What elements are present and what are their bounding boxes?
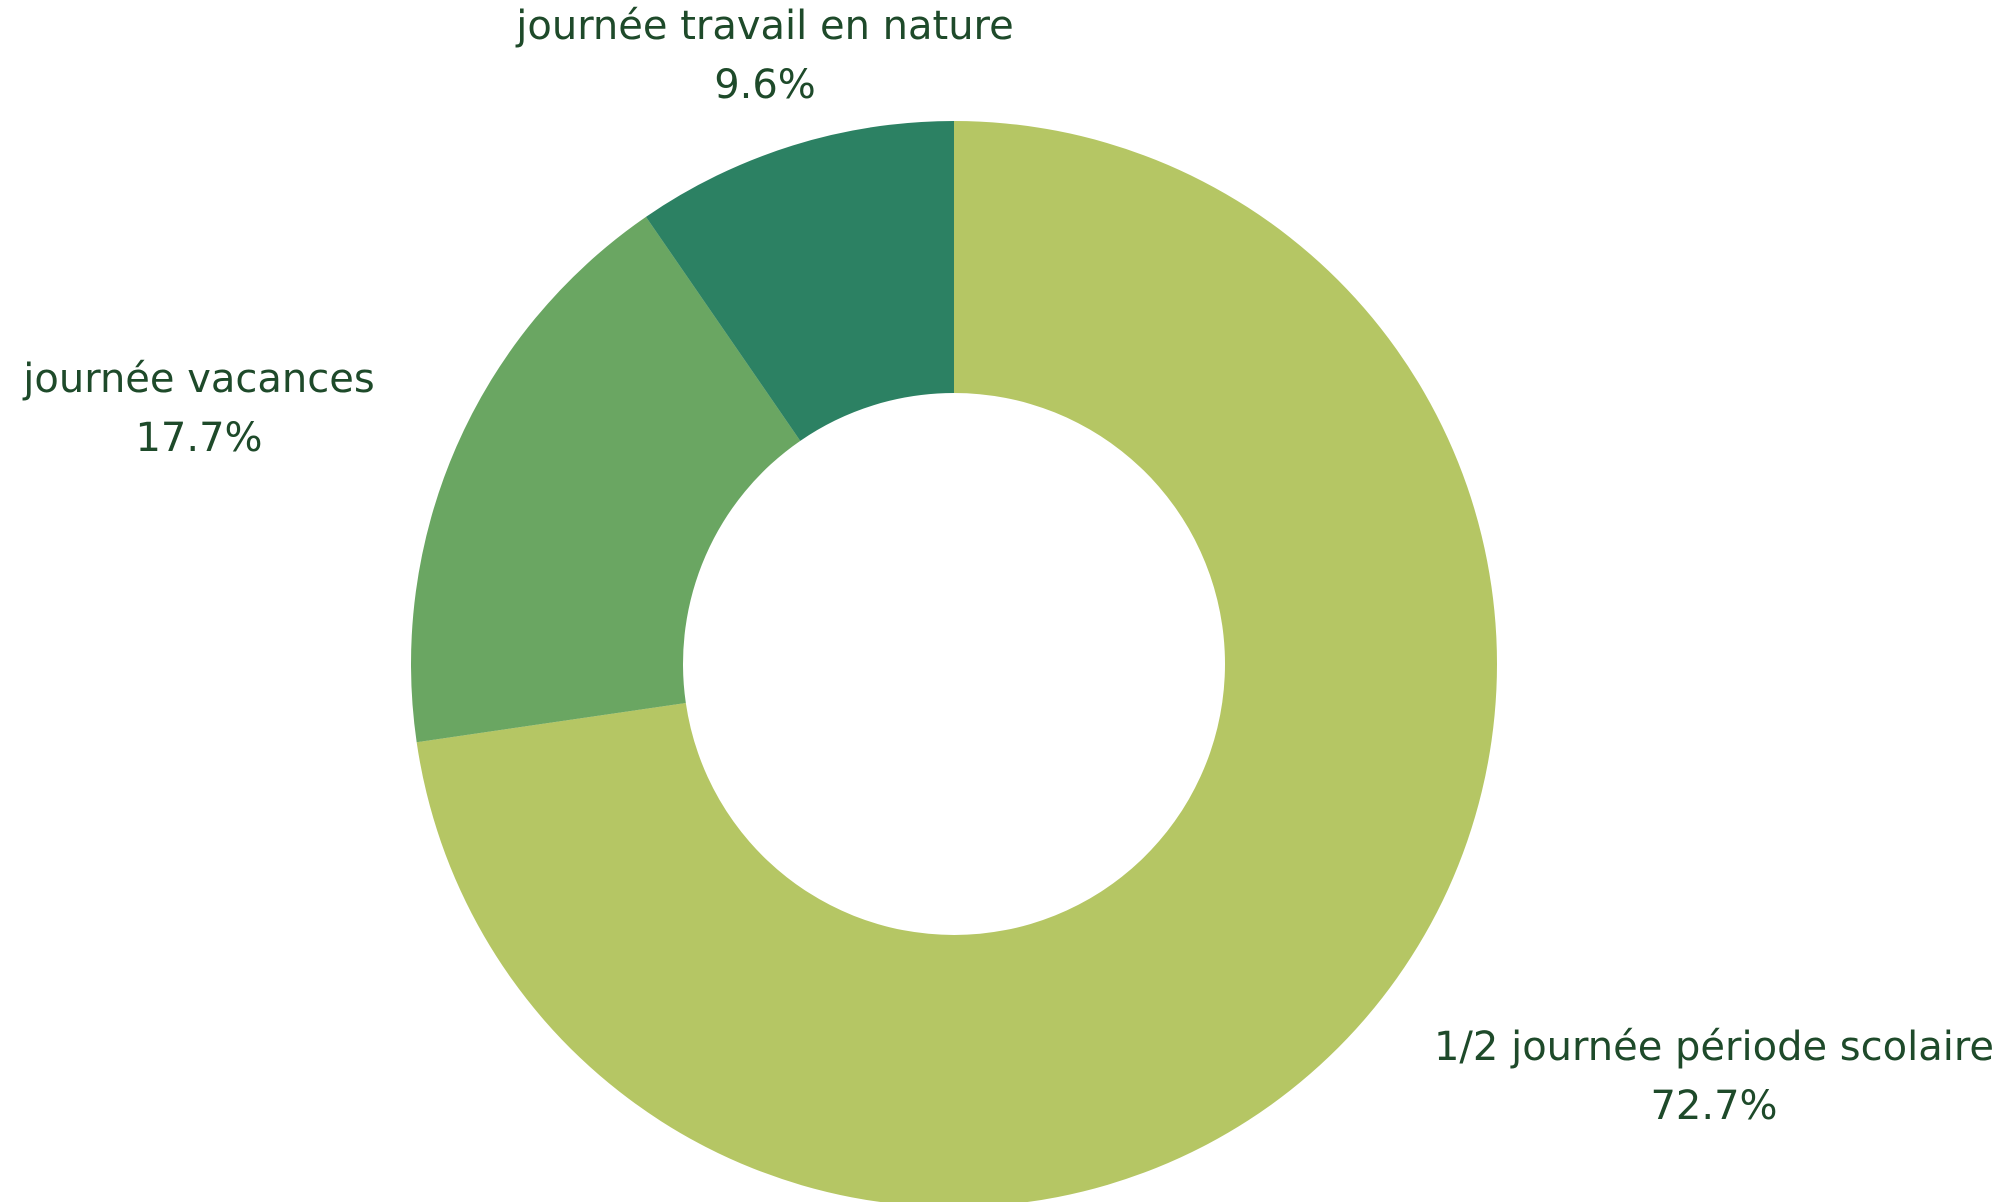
- slice-label: journée vacances: [22, 356, 374, 402]
- donut-slice: [645, 121, 954, 441]
- slice-value-label: 9.6%: [714, 62, 816, 108]
- slice-value-label: 72.7%: [1650, 1083, 1777, 1129]
- donut-slice: [416, 121, 1497, 1202]
- donut-slice: [410, 216, 801, 743]
- slice-label: 1/2 journée période scolaire: [1434, 1024, 1994, 1070]
- slice-value-label: 17.7%: [135, 415, 262, 461]
- slice-label: journée travail en nature: [515, 3, 1013, 49]
